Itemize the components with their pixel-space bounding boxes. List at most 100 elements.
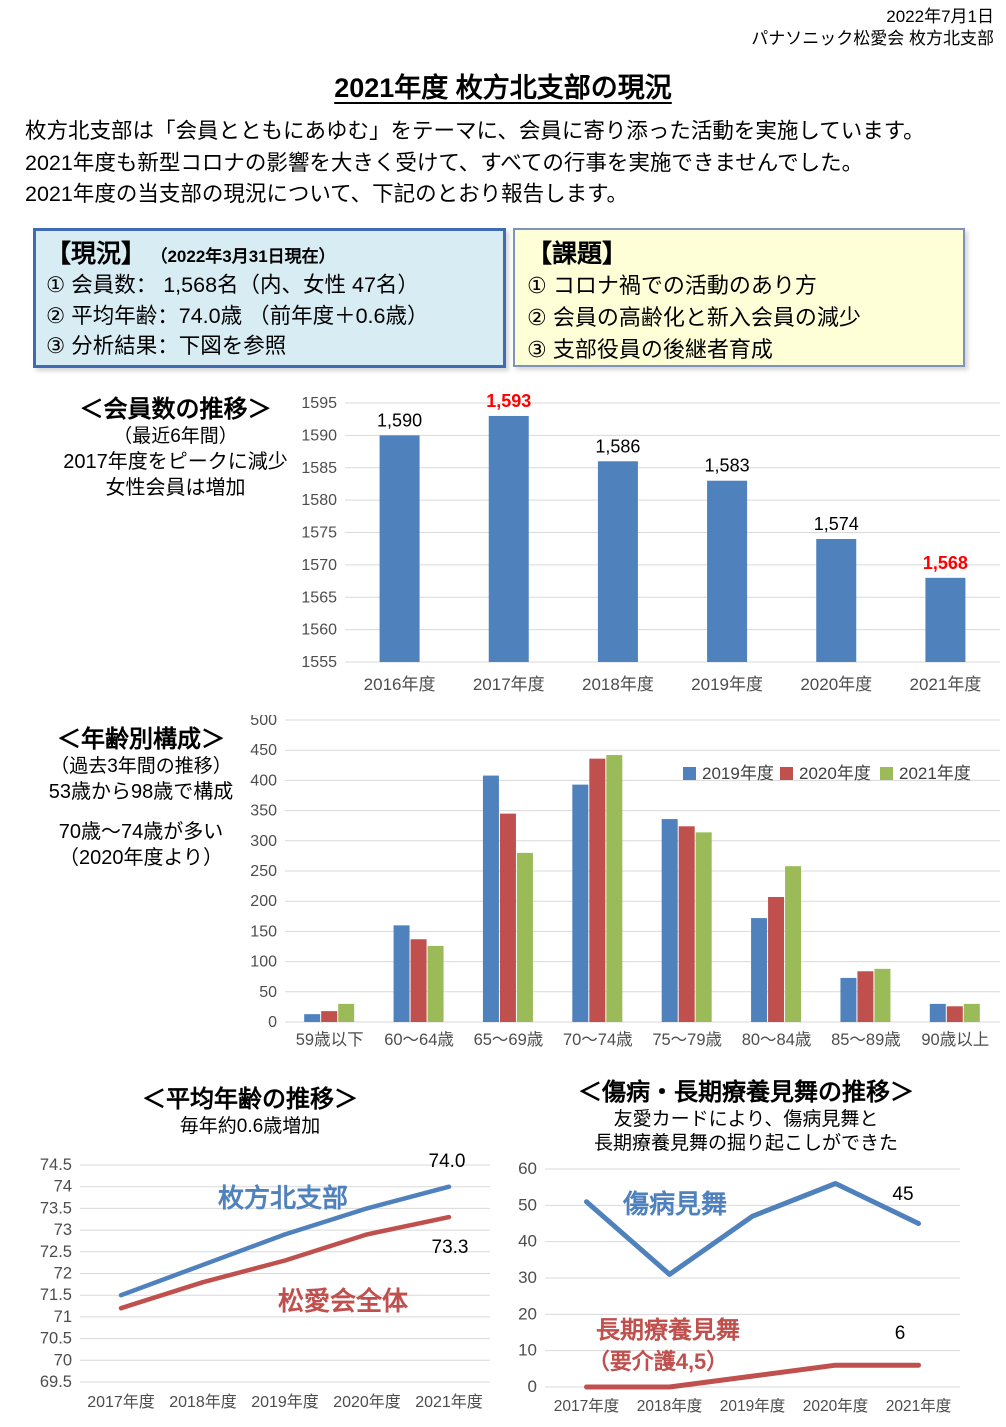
y-tick-label: 73.5 — [40, 1199, 72, 1217]
y-tick-label: 400 — [250, 772, 277, 789]
bar-2021年度-80～84歳 — [785, 866, 802, 1022]
x-tick-label: 59歳以下 — [296, 1030, 364, 1049]
series-label-choki-note: （要介護4,5） — [588, 1349, 729, 1374]
y-tick-label: 100 — [250, 954, 277, 971]
series-line-傷病見舞 — [584, 1181, 921, 1277]
x-tick-label: 2018年度 — [169, 1393, 237, 1411]
bar-2020年度-75～79歳 — [678, 826, 695, 1022]
bar-2021年度-85～89歳 — [874, 968, 891, 1022]
age-grouped-bar-chart: 0 50 100 150 200 250 300 350 400 450 500 59歳以下 60～64… — [250, 715, 1000, 1049]
page-title: 2021年度 枚方北支部の現況 — [0, 66, 1006, 105]
series-line-長期療養見舞（要介護4,5） — [584, 1362, 921, 1390]
bar-2019年度-65～69歳 — [482, 775, 499, 1022]
y-tick-label: 10 — [518, 1341, 537, 1360]
bar-2020年度-65～69歳 — [499, 813, 516, 1022]
members-chart-note-2: 女性会員は増加 — [105, 477, 246, 499]
y-tick-label: 1560 — [301, 622, 337, 639]
issues-box: 【課題】 ① コロナ禍での活動のあり方 ② 会員の高齢化と新入会員の減少 ③ 支… — [513, 228, 965, 367]
series-label-overall: 松愛会全体 — [278, 1286, 409, 1316]
y-tick-label: 50 — [259, 984, 277, 1001]
end-value-label: 73.3 — [432, 1237, 469, 1258]
header-date: 2022年7月1日 — [886, 7, 994, 26]
status-box-title: 【現況】 — [46, 240, 147, 268]
avg-age-chart-subtitle: 毎年約0.6歳増加 — [179, 1116, 321, 1137]
y-tick-label: 70.5 — [40, 1330, 72, 1348]
legend-label: 2021年度 — [899, 764, 971, 783]
status-box-title-row: 【現況】 （2022年3月31日現在） — [46, 234, 493, 270]
mimai-line-chart: 0 10 20 30 40 50 60 2017年度 2018年度 2019年度 2020年度 202… — [518, 1159, 960, 1415]
bar-2021年度-65～69歳 — [516, 852, 533, 1022]
page-title-text: 2021年度 枚方北支部の現況 — [334, 73, 672, 103]
x-tick-label: 2020年度 — [333, 1393, 401, 1411]
mimai-chart-subtitle-2: 長期療養見舞の掘り起こしができた — [593, 1133, 898, 1154]
y-tick-label: 250 — [250, 863, 277, 880]
x-tick-label: 80～84歳 — [742, 1030, 812, 1049]
mimai-chart-caption: ＜傷病・長期療養見舞の推移＞ 友愛カードにより、傷病見舞と 長期療養見舞の掘り起… — [500, 1078, 992, 1156]
y-tick-label: 1595 — [301, 395, 337, 412]
bar-2021年度-75～79歳 — [695, 832, 712, 1022]
y-tick-label: 350 — [250, 803, 277, 820]
legend-swatch-2021年度 — [880, 767, 893, 780]
y-tick-label: 72 — [54, 1265, 72, 1283]
header-org: パナソニック松愛会 枚方北支部 — [751, 29, 994, 48]
bar-2020年度 — [816, 538, 857, 662]
y-tick-label: 71 — [54, 1308, 72, 1326]
mimai-chart-subtitle-1: 友愛カードにより、傷病見舞と — [613, 1109, 879, 1130]
bar-value-label: 1,586 — [595, 436, 640, 456]
y-tick-label: 40 — [518, 1232, 537, 1251]
x-tick-label: 2021年度 — [415, 1393, 483, 1411]
bar-value-label: 1,568 — [923, 553, 968, 573]
bar-value-label: 1,574 — [814, 514, 859, 534]
y-tick-label: 60 — [518, 1159, 537, 1178]
y-tick-label: 1565 — [301, 589, 337, 606]
end-value-label: 6 — [895, 1323, 906, 1344]
x-tick-label: 85～89歳 — [831, 1030, 901, 1049]
end-value-label: 74.0 — [429, 1151, 466, 1172]
x-tick-label: 2021年度 — [886, 1397, 951, 1415]
x-tick-label: 2018年度 — [582, 675, 654, 694]
mimai-chart-title: ＜傷病・長期療養見舞の推移＞ — [578, 1079, 914, 1106]
intro-line-2: 2021年度も新型コロナの影響を大きく受けて、すべての行事を実施できませんでした… — [25, 150, 864, 175]
status-item-avg-age: ② 平均年齢：74.0歳 （前年度＋0.6歳） — [46, 303, 429, 328]
issues-item-3: ③ 支部役員の後継者育成 — [527, 337, 773, 362]
y-tick-label: 70 — [54, 1351, 72, 1369]
y-tick-label: 1570 — [301, 557, 337, 574]
bar-value-label: 1,590 — [377, 410, 422, 430]
bar-2020年度-60～64歳 — [410, 939, 427, 1022]
y-tick-label: 200 — [250, 893, 277, 910]
x-tick-label: 2020年度 — [800, 675, 872, 694]
bar-2017年度 — [488, 415, 529, 662]
y-tick-label: 0 — [268, 1014, 277, 1031]
end-value-label: 45 — [892, 1184, 913, 1205]
y-tick-label: 1590 — [301, 427, 337, 444]
bar-2016年度 — [379, 435, 420, 662]
members-chart-note-1: 2017年度をピークに減少 — [63, 451, 288, 473]
y-tick-label: 1580 — [301, 492, 337, 509]
y-tick-label: 1585 — [301, 460, 337, 477]
series-label-shobyo: 傷病見舞 — [622, 1189, 727, 1219]
bar-value-label: 1,593 — [486, 391, 531, 411]
bar-2019年度 — [707, 480, 748, 662]
series-label-branch: 枚方北支部 — [218, 1183, 348, 1213]
issues-item-2: ② 会員の高齢化と新入会員の減少 — [527, 305, 861, 330]
age-chart-caption: ＜年齢別構成＞ （過去3年間の推移） 53歳から98歳で構成 70歳～74歳が多… — [22, 725, 260, 871]
x-tick-label: 65～69歳 — [474, 1030, 544, 1049]
y-tick-label: 69.5 — [40, 1373, 72, 1391]
document-header: 2022年7月1日 パナソニック松愛会 枚方北支部 — [751, 6, 994, 50]
y-tick-label: 500 — [250, 715, 277, 729]
bar-2019年度-90歳以上 — [929, 1003, 946, 1022]
legend-swatch-2019年度 — [683, 767, 696, 780]
avg-age-chart-title: ＜平均年齢の推移＞ — [142, 1086, 358, 1113]
x-tick-label: 90歳以上 — [921, 1030, 989, 1049]
x-tick-label: 2017年度 — [473, 675, 545, 694]
members-bar-chart: 1555 1560 1565 1570 1575 1580 1585 1590 1595 1,59… — [301, 391, 1000, 694]
y-tick-label: 73 — [54, 1221, 72, 1239]
intro-line-3: 2021年度の当支部の現況について、下記のとおり報告します。 — [25, 182, 628, 206]
legend-swatch-2020年度 — [780, 767, 793, 780]
series-line-枚方北支部 — [118, 1184, 452, 1298]
y-tick-label: 1555 — [301, 654, 337, 671]
status-box: 【現況】 （2022年3月31日現在） ① 会員数： 1,568名（内、女性 4… — [33, 228, 506, 368]
status-box-date-note: （2022年3月31日現在） — [150, 247, 336, 266]
bar-2020年度-70～74歳 — [589, 758, 606, 1022]
members-chart-title: ＜会員数の推移＞ — [79, 396, 272, 423]
